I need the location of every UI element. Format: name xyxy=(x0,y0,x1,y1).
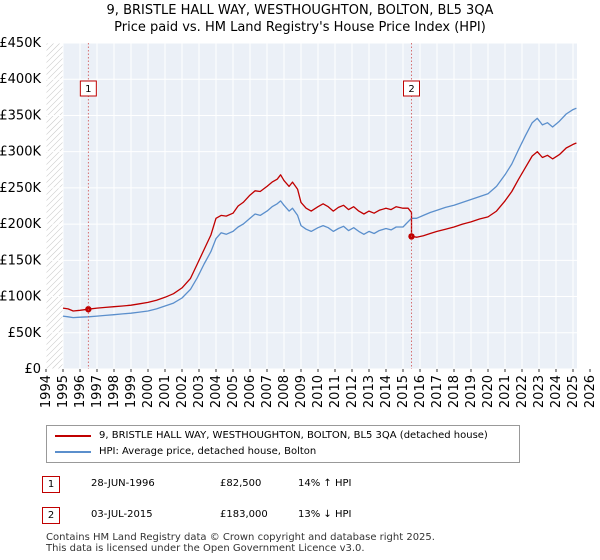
y-axis-ticks: £0 £50K £100K £150K £200K £250K £300K £350K £400… xyxy=(0,36,41,377)
hatch-line xyxy=(595,43,600,369)
chart-title-line-2: Price paid vs. HM Land Registry's House … xyxy=(114,20,486,35)
hatch-line xyxy=(46,43,49,46)
x-tick-label: 2004 xyxy=(209,375,224,408)
x-tick-label: 2016 xyxy=(413,375,428,408)
sale-row: 2 03-JUL-2015 £183,000 13% ↓ HPI xyxy=(0,505,600,525)
hatch-line xyxy=(46,310,63,328)
y-tick-label: £350K xyxy=(0,108,41,123)
x-tick-label: 1999 xyxy=(124,375,139,408)
x-tick-label: 2000 xyxy=(141,375,156,408)
hatch-line xyxy=(589,43,600,369)
sale-number-badge: 1 xyxy=(42,476,60,493)
hatch-line xyxy=(46,202,63,220)
x-tick-label: 2025 xyxy=(566,375,581,408)
x-tick-label: 2024 xyxy=(549,375,564,408)
hatch-right xyxy=(577,43,590,369)
legend: 9, BRISTLE HALL WAY, WESTHOUGHTON, BOLTO… xyxy=(46,425,520,463)
hatch-line xyxy=(46,94,63,112)
x-tick-label: 2003 xyxy=(192,375,207,408)
x-tick-label: 1997 xyxy=(90,375,105,408)
hatch-line xyxy=(46,82,63,100)
legend-line-property xyxy=(55,435,91,437)
y-tick-label: £100K xyxy=(0,290,41,305)
x-tick-label: 1996 xyxy=(73,375,88,408)
hatch-line xyxy=(46,196,63,214)
x-tick-label: 2010 xyxy=(311,375,326,408)
x-tick-label: 2013 xyxy=(362,375,377,408)
footer-line-2: This data is licensed under the Open Gov… xyxy=(46,543,365,554)
x-tick-label: 2026 xyxy=(583,375,598,408)
footer-line-1: Contains HM Land Registry data © Crown c… xyxy=(46,532,435,543)
x-tick-label: 2015 xyxy=(396,375,411,408)
sale-price: £82,500 xyxy=(220,478,262,489)
hatch-left xyxy=(46,43,63,369)
hatch-line xyxy=(46,190,63,208)
x-tick-label: 1994 xyxy=(39,375,54,408)
sale-date: 28-JUN-1996 xyxy=(91,478,155,489)
x-tick-label: 2002 xyxy=(175,375,190,408)
x-tick-label: 2018 xyxy=(447,375,462,408)
legend-line-hpi xyxy=(55,451,91,453)
grid-lines xyxy=(45,42,591,370)
y-tick-label: £400K xyxy=(0,72,41,87)
x-tick-label: 2019 xyxy=(464,375,479,408)
y-tick-label: £150K xyxy=(0,253,41,268)
x-axis-ticks: 1994 1995 1996 1997 1998 1999 2000 2001 2002 2003… xyxy=(39,369,598,408)
x-tick-label: 2001 xyxy=(158,375,173,408)
legend-label-hpi: HPI: Average price, detached house, Bolt… xyxy=(99,446,317,457)
sale-hpi-diff: 13% ↓ HPI xyxy=(298,509,352,520)
x-tick-label: 2017 xyxy=(430,375,445,408)
hatch-line xyxy=(46,88,63,106)
x-tick-label: 2012 xyxy=(345,375,360,408)
y-tick-label: £200K xyxy=(0,217,41,232)
x-tick-label: 2005 xyxy=(226,375,241,408)
y-tick-label: £50K xyxy=(8,326,42,341)
y-tick-label: £250K xyxy=(0,181,41,196)
sale-price: £183,000 xyxy=(220,509,268,520)
price-chart: £0 £50K £100K £150K £200K £250K £300K £350K £400… xyxy=(0,36,600,408)
x-tick-label: 2020 xyxy=(481,375,496,408)
x-tick-label: 2022 xyxy=(515,375,530,408)
y-tick-label: £0 xyxy=(24,362,41,377)
x-tick-label: 2014 xyxy=(379,375,394,408)
x-tick-label: 2006 xyxy=(243,375,258,408)
x-tick-label: 2007 xyxy=(260,375,275,408)
sale-hpi-diff: 14% ↑ HPI xyxy=(298,478,352,489)
sale-marker-box xyxy=(403,80,420,97)
y-tick-label: £450K xyxy=(0,36,41,51)
sale-row: 1 28-JUN-1996 £82,500 14% ↑ HPI xyxy=(0,474,600,494)
chart-title-line-1: 9, BRISTLE HALL WAY, WESTHOUGHTON, BOLTO… xyxy=(106,3,494,18)
y-tick-label: £300K xyxy=(0,145,41,160)
x-tick-label: 2011 xyxy=(328,375,343,408)
sale-marker-label: 2 xyxy=(408,84,414,95)
sale-marker-box xyxy=(79,80,97,97)
x-tick-label: 2023 xyxy=(532,375,547,408)
x-tick-label: 2009 xyxy=(294,375,309,408)
sale-marker-label: 1 xyxy=(85,84,91,95)
footer: Contains HM Land Registry data © Crown c… xyxy=(46,532,435,554)
series-line xyxy=(62,107,577,319)
sale-number-badge: 2 xyxy=(42,507,60,524)
chart-title: 9, BRISTLE HALL WAY, WESTHOUGHTON, BOLTO… xyxy=(0,2,600,36)
hatch-line xyxy=(0,43,42,369)
x-tick-label: 2008 xyxy=(277,375,292,408)
hatch-line xyxy=(46,304,63,322)
x-tick-label: 1995 xyxy=(56,375,71,408)
x-tick-label: 1998 xyxy=(107,375,122,408)
x-tick-label: 2021 xyxy=(498,375,513,408)
legend-label-property: 9, BRISTLE HALL WAY, WESTHOUGHTON, BOLTO… xyxy=(99,430,488,441)
series-line xyxy=(62,142,577,312)
sale-date: 03-JUL-2015 xyxy=(91,509,153,520)
